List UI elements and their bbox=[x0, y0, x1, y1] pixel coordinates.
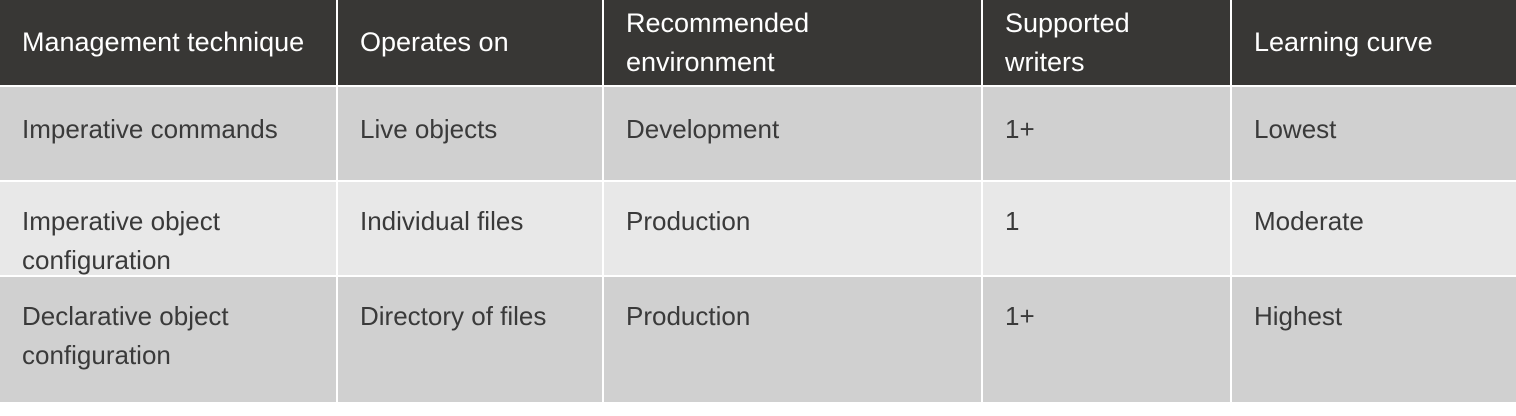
table-cell-technique: Imperative commands bbox=[0, 87, 336, 182]
column-header-recommended-environment: Recommended environment bbox=[602, 0, 981, 87]
table-cell-learning-curve: Moderate bbox=[1230, 182, 1516, 277]
table-cell-learning-curve: Lowest bbox=[1230, 87, 1516, 182]
table-cell-learning-curve: Highest bbox=[1230, 277, 1516, 404]
table-cell-technique: Declarative object configuration bbox=[0, 277, 336, 404]
table-cell-operates-on: Individual files bbox=[336, 182, 602, 277]
table-cell-writers: 1 bbox=[981, 182, 1230, 277]
column-header-learning-curve: Learning curve bbox=[1230, 0, 1516, 87]
table-cell-operates-on: Directory of files bbox=[336, 277, 602, 404]
table-cell-writers: 1+ bbox=[981, 277, 1230, 404]
table-cell-writers: 1+ bbox=[981, 87, 1230, 182]
table-cell-environment: Development bbox=[602, 87, 981, 182]
table-cell-technique: Imperative object configuration bbox=[0, 182, 336, 277]
column-header-management-technique: Management technique bbox=[0, 0, 336, 87]
table-cell-operates-on: Live objects bbox=[336, 87, 602, 182]
table-cell-environment: Production bbox=[602, 182, 981, 277]
table-cell-environment: Production bbox=[602, 277, 981, 404]
column-header-supported-writers: Supported writers bbox=[981, 0, 1230, 87]
column-header-operates-on: Operates on bbox=[336, 0, 602, 87]
